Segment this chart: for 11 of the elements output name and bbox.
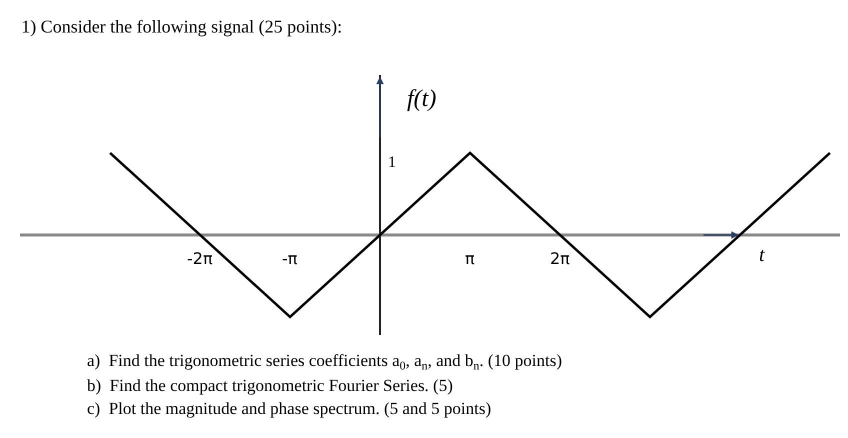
x-axis-title: t [759,244,765,266]
annotation: 1 [388,154,396,171]
text: a) Find the trigonometric series coefficients a$_{0}$, a$_{n}$, and b$_{n}$. (10 points) [87,351,562,373]
x-tick-label: 2π [550,249,570,268]
x-tick-label: π [465,249,475,268]
text: c) Plot the magnitude and phase spectrum. (5 and 5 points) [87,399,492,418]
chart-title: 1) Consider the following signal (25 points): [21,16,342,36]
x-tick-label: -π [282,249,298,268]
y-axis-title: f(t) [407,86,436,112]
text: b) Find the compact trigonometric Fourier Series. (5) [87,376,453,395]
x-tick-label: -2π [187,249,213,268]
